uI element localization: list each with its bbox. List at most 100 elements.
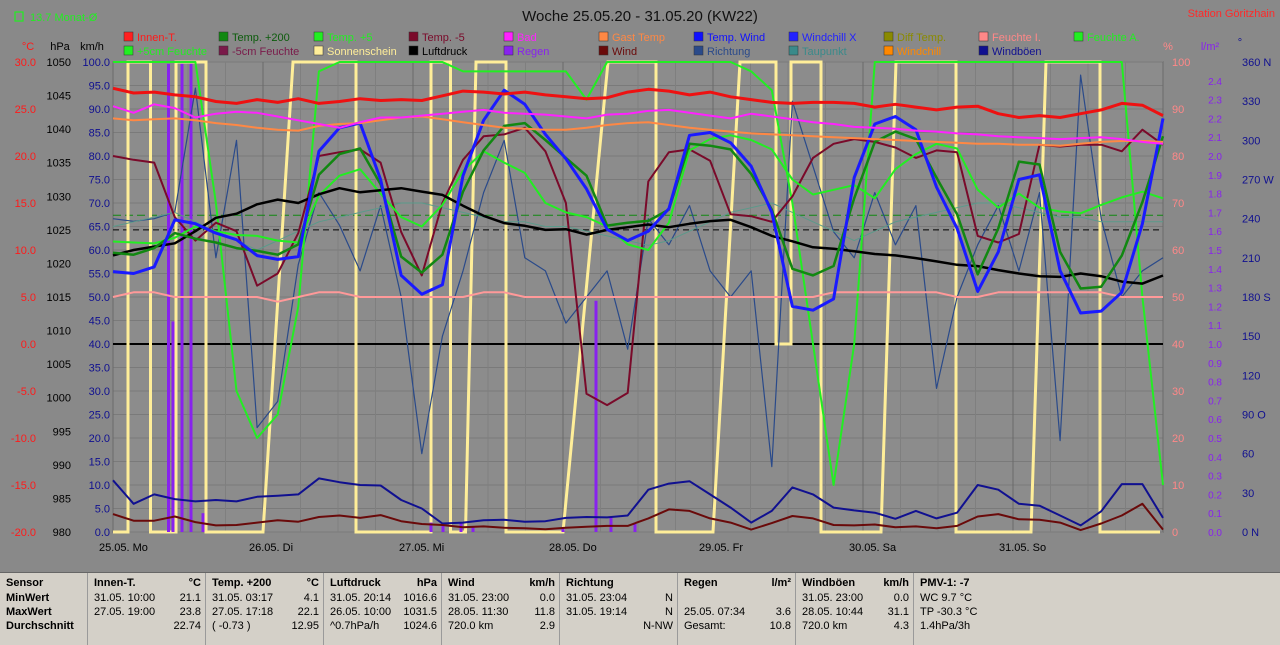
rain-tick: 1.1 <box>1208 321 1222 332</box>
pressure-tick: 1035 <box>47 158 71 170</box>
gast-temp-line <box>112 115 1164 147</box>
direction-tick: 120 <box>1242 370 1260 382</box>
pmv-header: PMV-1: -7 <box>920 577 970 589</box>
wind-tick: 20.0 <box>89 433 110 445</box>
wind-tick: 55.0 <box>89 269 110 281</box>
min-label: MinWert <box>6 592 50 604</box>
temp-avg-value: 12.95 <box>291 620 319 632</box>
legend-label: Regen <box>517 46 549 58</box>
luft-min-value: 1016.6 <box>403 592 437 604</box>
rain-bar <box>429 522 433 532</box>
pmv-dewpoint: TP -30.3 °C <box>920 606 978 618</box>
wind-max-time: 28.05. 11:30 <box>448 606 509 618</box>
legend-swatch <box>123 45 134 56</box>
legend-swatch <box>313 45 324 56</box>
legend-label: Richtung <box>707 46 750 58</box>
stats-col-regen: Regen l/m² 25.05. 07:34 3.6 Gesamt: 10.8 <box>678 573 796 645</box>
regen-max-value: 3.6 <box>775 606 791 618</box>
legend-label: Feuchte A. <box>1087 32 1140 44</box>
innen-temp-line <box>112 86 1164 119</box>
direction-unit: ° <box>1238 37 1242 49</box>
wind-tick: 45.0 <box>89 316 110 328</box>
wind-tick: 80.0 <box>89 151 110 163</box>
temp-tick: 25.0 <box>15 104 36 116</box>
boeen-min-value: 0.0 <box>893 592 909 604</box>
temp-unit: °C <box>306 577 319 589</box>
rain-tick: 2.3 <box>1208 96 1222 107</box>
legend-label: Temp. Wind <box>707 32 765 44</box>
direction-tick: 330 <box>1242 96 1260 108</box>
pressure-tick: 1000 <box>47 393 71 405</box>
legend-label: Windböen <box>992 46 1042 58</box>
temp-minus5-line <box>112 126 1164 407</box>
humidity-tick: 0 <box>1172 527 1178 539</box>
humidity-outdoor-line <box>113 61 1164 486</box>
direction-tick: 150 <box>1242 331 1260 343</box>
stats-col-wind: Wind km/h 31.05. 23:00 0.0 28.05. 11:30 11.… <box>442 573 560 645</box>
wind-tick: 70.0 <box>89 198 110 210</box>
innen-header: Innen-T. <box>94 577 136 589</box>
rain-tick: 0.1 <box>1208 509 1222 520</box>
legend-swatch <box>788 31 799 42</box>
regen-total-value: 10.8 <box>769 620 791 632</box>
pressure-unit: hPa <box>50 41 70 53</box>
rain-tick: 0.7 <box>1208 396 1222 407</box>
legend-label: Luftdruck <box>422 46 468 58</box>
legend-label: Bad <box>517 32 537 44</box>
sensor-header: Sensor <box>6 577 44 589</box>
legend-swatch <box>313 31 324 42</box>
humidity-tick: 90 <box>1172 104 1184 116</box>
direction-tick: 180 S <box>1242 292 1271 304</box>
station-name: Station Göritzhain <box>1188 8 1275 20</box>
wind-tick: 90.0 <box>89 104 110 116</box>
chart-title: Woche 25.05.20 - 31.05.20 (KW22) <box>522 8 758 25</box>
stats-col-innen: Innen-T. °C 31.05. 10:00 21.1 27.05. 19:00… <box>88 573 206 645</box>
month-avg-label: 13.7 Monat-Ø <box>30 12 98 24</box>
day-label: 31.05. So <box>999 542 1046 554</box>
rain-tick: 2.1 <box>1208 133 1222 144</box>
humidity-tick: 60 <box>1172 245 1184 257</box>
humidity-tick: 80 <box>1172 151 1184 163</box>
temp-wind-line <box>112 88 1165 315</box>
day-label: 26.05. Di <box>249 542 293 554</box>
richtung-max-time: 31.05. 19:14 <box>566 606 628 618</box>
rain-tick: 1.3 <box>1208 284 1222 295</box>
direction-tick: 270 W <box>1242 175 1274 187</box>
rain-tick: 2.4 <box>1208 77 1222 88</box>
wind-header: Wind <box>448 577 475 589</box>
direction-tick: 30 <box>1242 488 1254 500</box>
richtung-min-value: N <box>665 592 673 604</box>
rain-bar <box>633 522 637 532</box>
pressure-tick: 1040 <box>47 124 71 136</box>
humidity-tick: 50 <box>1172 292 1184 304</box>
legend-label: Sonnenschein <box>327 46 397 58</box>
pressure-tick: 1010 <box>47 326 71 338</box>
pmv-windchill: WC 9.7 °C <box>920 592 973 604</box>
temp-max-time: 27.05. 17:18 <box>212 606 274 618</box>
temp-tick: 5.0 <box>21 292 36 304</box>
wind-tick: 35.0 <box>89 363 110 375</box>
rain-tick: 0.6 <box>1208 415 1222 426</box>
legend-swatch <box>978 31 989 42</box>
stats-col-luftdruck: Luftdruck hPa 31.05. 20:14 1016.6 26.05. 1… <box>324 573 442 645</box>
rain-unit: l/m² <box>1201 41 1220 53</box>
temp-tick: -5.0 <box>17 386 36 398</box>
innen-max-time: 27.05. 19:00 <box>94 606 156 618</box>
pressure-tick: 1005 <box>47 359 71 371</box>
pressure-tick: 1025 <box>47 225 71 237</box>
wind-unit: km/h <box>529 577 555 589</box>
wind-tick: 100.0 <box>82 57 110 69</box>
humidity-unit: % <box>1163 41 1173 53</box>
richtung-header: Richtung <box>566 577 614 589</box>
temp-unit: °C <box>22 41 34 53</box>
wind-tick: 30.0 <box>89 386 110 398</box>
rain-tick: 1.4 <box>1208 265 1222 276</box>
innen-min-value: 21.1 <box>179 592 201 604</box>
temp-200-line <box>112 121 1165 290</box>
legend-swatch <box>598 31 609 42</box>
wind-tick: 60.0 <box>89 245 110 257</box>
rain-tick: 0.4 <box>1208 453 1222 464</box>
temp-max-value: 22.1 <box>297 606 319 618</box>
humidity-tick: 20 <box>1172 433 1184 445</box>
legend: Innen-T. Temp. +200 Temp. +5 Temp. -5 Bad Gas… <box>123 31 1140 58</box>
